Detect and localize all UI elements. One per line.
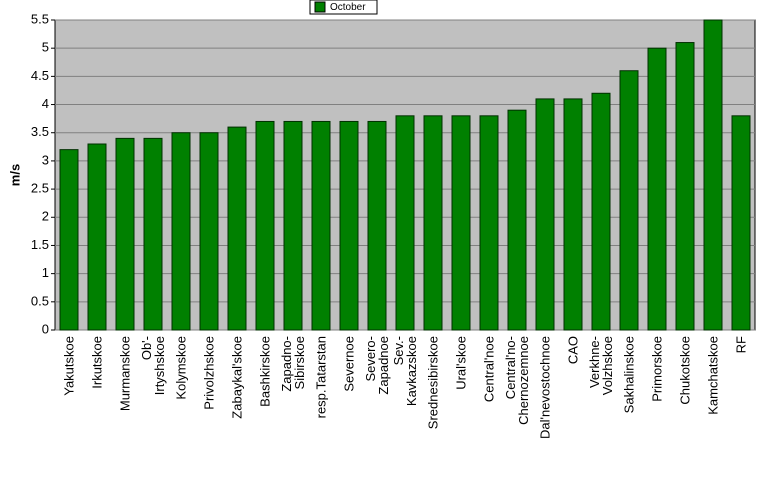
y-tick-label: 5.5 [31,11,49,26]
bar [283,120,303,331]
bar [255,120,275,331]
y-tick-label: 3.5 [31,124,49,139]
x-tick-label: Dal'nevostochnoe [537,336,553,439]
x-tick-label: Central'noe [481,336,497,403]
y-tick-label: 4.5 [31,68,49,83]
bar [647,47,667,331]
bar [535,98,555,331]
bar [87,143,107,331]
x-tick-label: Murmanskoe [117,336,133,412]
bar [339,120,359,331]
x-tick-label: Irkutskoe [89,336,105,389]
x-tick-label: Sev.- Kavkazskoe [391,336,419,407]
bar [479,115,499,331]
x-tick-label: Srednesibirskoe [425,336,441,430]
y-tick-label: 0.5 [31,293,49,308]
y-tick-label: 0 [42,321,49,336]
x-tick-label: Ural'skoe [453,336,469,390]
bar [507,109,527,331]
bar [115,137,135,331]
x-tick-label: Kolymskoe [173,336,189,400]
y-tick-label: 1 [42,265,49,280]
bar [395,115,415,331]
legend-label: October [330,2,366,13]
x-tick-label: Zapadno- Sibirskoe [279,336,307,392]
y-tick-label: 4 [42,96,49,111]
x-tick-label: Ob'- Irtyshskoe [139,336,167,396]
x-tick-label: Yakutskoe [61,336,77,396]
bar [311,120,331,331]
bar [591,92,611,331]
x-tick-label: CAO [565,336,581,365]
x-tick-label: Central'no- Chernozemnoe [503,336,531,425]
bar [227,126,247,331]
x-tick-label: Privolzhskoe [201,336,217,410]
x-tick-label: Primorskoe [649,336,665,402]
bar [143,137,163,331]
y-axis-label: m/s [7,164,22,186]
x-tick-label: Severo- Zapadnoe [363,336,391,395]
y-tick-label: 3 [42,152,49,167]
bar [675,42,695,331]
x-tick-label: Chukotskoe [677,336,693,405]
bar [703,19,723,331]
bar [563,98,583,331]
bar [423,115,443,331]
x-tick-label: Sakhalinskoe [621,336,637,414]
bar [451,115,471,331]
y-tick-label: 2 [42,209,49,224]
x-tick-label: Verkhne- Volzhskoe [587,336,615,396]
x-tick-label: RF [733,336,749,354]
x-tick-label: Bashkirskoe [257,336,273,407]
x-tick-label: Zabaykal'skoe [229,336,245,419]
bar [731,115,751,331]
y-tick-label: 5 [42,40,49,55]
bar [367,120,387,331]
y-tick-label: 2.5 [31,181,49,196]
bar [619,70,639,331]
x-tick-label: Severnoe [341,336,357,392]
bar [171,132,191,331]
bar [59,149,79,331]
bar [199,132,219,331]
x-tick-label: resp.Tatarstan [313,336,329,419]
y-tick-label: 1.5 [31,237,49,252]
legend-box [309,0,378,15]
x-tick-label: Kamchatskoe [705,336,721,415]
legend-swatch [314,1,326,13]
